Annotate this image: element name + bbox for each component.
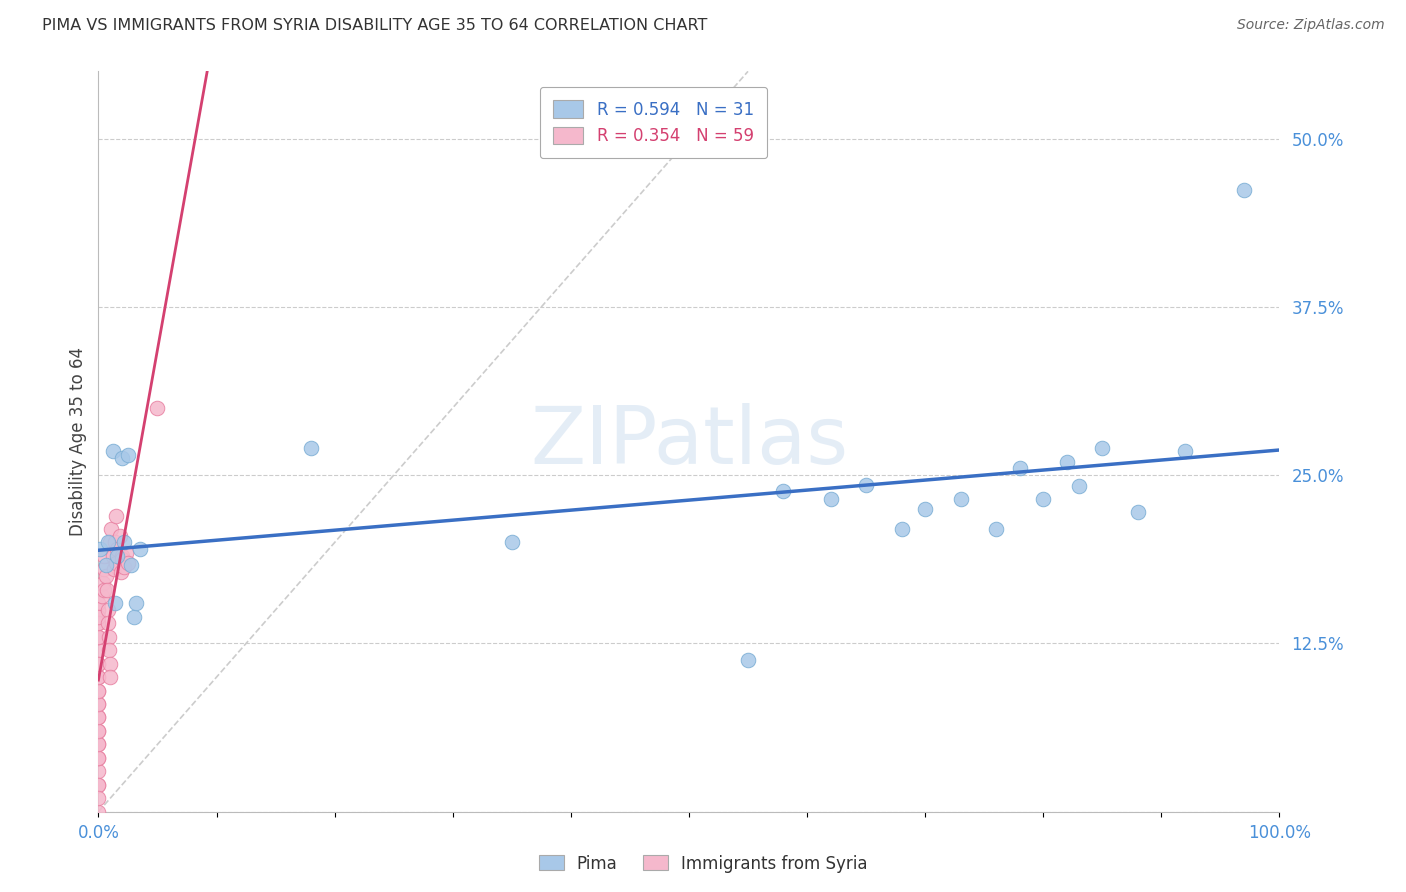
Point — [112, 535, 135, 549]
Point — [110, 565, 132, 579]
Point — [104, 596, 127, 610]
Point — [87, 738, 110, 752]
Point — [984, 522, 1007, 536]
Point — [87, 683, 110, 698]
Point — [93, 562, 115, 576]
Point — [87, 670, 110, 684]
Point — [104, 535, 127, 549]
Point — [87, 670, 110, 684]
Point — [111, 450, 134, 465]
Point — [87, 657, 110, 671]
Point — [105, 508, 128, 523]
Point — [87, 723, 110, 738]
Point — [91, 575, 114, 590]
Point — [111, 551, 134, 566]
Point — [87, 778, 110, 792]
Point — [87, 609, 110, 624]
Point — [114, 546, 136, 560]
Point — [87, 596, 110, 610]
Point — [890, 522, 912, 536]
Point — [97, 535, 120, 549]
Point — [914, 501, 936, 516]
Point — [855, 477, 877, 491]
Point — [121, 558, 143, 573]
Point — [1056, 455, 1078, 469]
Point — [87, 710, 110, 724]
Point — [93, 549, 115, 563]
Point — [737, 652, 759, 666]
Point — [87, 616, 110, 631]
Point — [98, 630, 121, 644]
Point — [146, 401, 169, 415]
Point — [87, 697, 110, 711]
Point — [87, 616, 110, 631]
Point — [87, 683, 110, 698]
Point — [1233, 183, 1256, 197]
Point — [87, 778, 110, 792]
Y-axis label: Disability Age 35 to 64: Disability Age 35 to 64 — [69, 347, 87, 536]
Point — [97, 603, 120, 617]
Point — [87, 657, 110, 671]
Point — [105, 556, 128, 570]
Point — [98, 657, 121, 671]
Point — [98, 535, 121, 549]
Point — [91, 590, 114, 604]
Text: Source: ZipAtlas.com: Source: ZipAtlas.com — [1237, 18, 1385, 32]
Point — [87, 751, 110, 765]
Point — [98, 670, 121, 684]
Point — [117, 556, 139, 570]
Point — [1174, 444, 1197, 458]
Point — [1032, 492, 1054, 507]
Point — [105, 542, 128, 557]
Point — [94, 558, 117, 573]
Point — [1008, 461, 1031, 475]
Point — [93, 582, 115, 597]
Point — [96, 582, 118, 597]
Point — [772, 484, 794, 499]
Point — [87, 630, 110, 644]
Point — [117, 448, 139, 462]
Point — [87, 805, 110, 819]
Legend: Pima, Immigrants from Syria: Pima, Immigrants from Syria — [531, 848, 875, 880]
Point — [122, 609, 145, 624]
Legend: R = 0.594   N = 31, R = 0.354   N = 59: R = 0.594 N = 31, R = 0.354 N = 59 — [540, 87, 768, 159]
Point — [87, 723, 110, 738]
Point — [101, 444, 124, 458]
Point — [101, 549, 124, 563]
Point — [87, 710, 110, 724]
Point — [87, 751, 110, 765]
Point — [128, 542, 150, 557]
Point — [87, 630, 110, 644]
Point — [87, 697, 110, 711]
Point — [89, 542, 111, 557]
Point — [94, 569, 117, 583]
Point — [299, 442, 322, 456]
Point — [87, 764, 110, 779]
Point — [100, 522, 122, 536]
Point — [1126, 504, 1149, 518]
Point — [87, 791, 110, 805]
Point — [125, 596, 148, 610]
Point — [87, 643, 110, 657]
Point — [108, 529, 131, 543]
Point — [949, 492, 972, 507]
Point — [97, 616, 120, 631]
Point — [1091, 442, 1114, 456]
Point — [98, 643, 121, 657]
Point — [820, 492, 842, 507]
Point — [87, 603, 110, 617]
Point — [105, 549, 128, 563]
Point — [111, 549, 134, 563]
Point — [87, 603, 110, 617]
Text: PIMA VS IMMIGRANTS FROM SYRIA DISABILITY AGE 35 TO 64 CORRELATION CHART: PIMA VS IMMIGRANTS FROM SYRIA DISABILITY… — [42, 18, 707, 33]
Point — [103, 562, 125, 576]
Point — [501, 535, 523, 549]
Point — [112, 559, 135, 574]
Text: ZIPatlas: ZIPatlas — [530, 402, 848, 481]
Point — [87, 738, 110, 752]
Point — [1067, 479, 1090, 493]
